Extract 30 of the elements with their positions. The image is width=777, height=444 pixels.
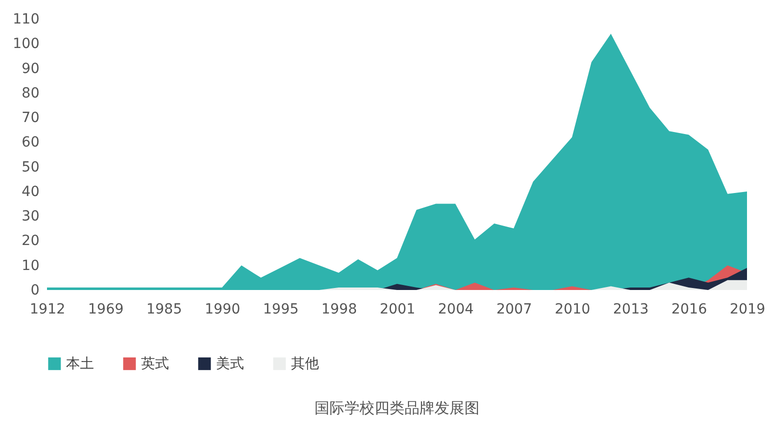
x-tick-label: 2010 [554,302,590,318]
x-tick-label: 1969 [88,302,124,318]
x-tick-label: 1995 [263,302,299,318]
legend-label: 其他 [291,356,319,372]
x-tick-label: 2019 [730,302,766,318]
y-tick-label: 30 [22,208,40,225]
y-tick-label: 20 [22,233,40,250]
x-tick-label: 1912 [30,302,66,318]
x-tick-label: 2013 [613,302,649,318]
x-tick-label: 2001 [380,302,416,318]
y-tick-label: 10 [22,258,40,274]
y-tick-label: 60 [22,134,40,151]
y-tick-label: 100 [12,36,40,52]
x-tick-label: 2016 [671,302,708,318]
y-tick-label: 80 [22,85,40,102]
legend-label: 本土 [66,356,94,372]
x-tick-label: 1990 [204,302,240,318]
legend-label: 美式 [216,356,244,372]
y-tick-label: 0 [30,282,40,298]
text: 国际学校四类品牌发展图 [314,399,480,417]
y-tick-label: 40 [22,184,40,200]
x-tick-label: 2004 [438,302,474,318]
y-tick-label: 110 [12,12,40,28]
x-tick-label: 2007 [496,302,532,318]
x-tick-label: 1998 [321,302,357,318]
y-tick-label: 70 [22,110,40,126]
y-tick-label: 50 [22,159,40,176]
legend-label: 英式 [141,356,169,372]
y-tick-label: 90 [22,60,40,77]
x-tick-label: 1985 [146,302,182,318]
